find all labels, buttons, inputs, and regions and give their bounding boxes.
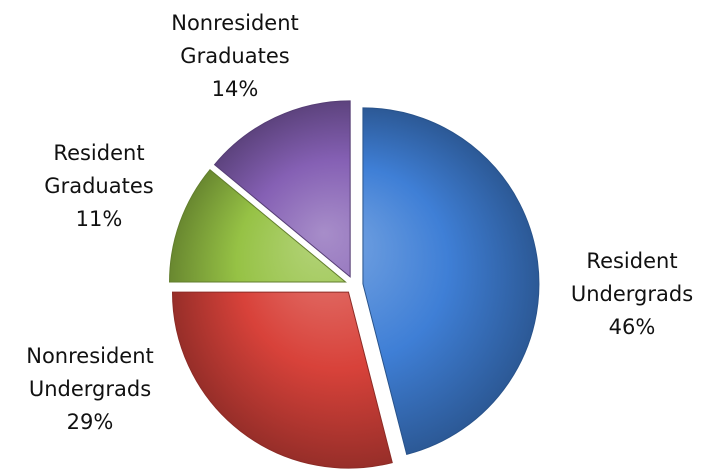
data-label-name-line: Graduates xyxy=(180,44,289,68)
data-label-name-line: Resident xyxy=(53,141,144,165)
data-label-nonresident-undergrads: Nonresident Undergrads 29% xyxy=(26,344,154,434)
pie-slice-resident-graduates xyxy=(169,169,347,283)
pie-slice-nonresident-graduates xyxy=(213,100,351,278)
data-label-nonresident-graduates: Nonresident Graduates 14% xyxy=(171,11,299,101)
data-label-value: 46% xyxy=(609,315,656,339)
data-label-resident-undergrads: Resident Undergrads 46% xyxy=(571,249,693,339)
data-label-name-line: Nonresident xyxy=(171,11,299,35)
pie-slice-resident-undergrads xyxy=(362,107,540,455)
data-label-resident-graduates: Resident Graduates 11% xyxy=(44,141,153,231)
data-label-value: 29% xyxy=(67,410,114,434)
data-label-name-line: Graduates xyxy=(44,174,153,198)
pie-slices xyxy=(169,100,540,469)
data-label-name-line: Undergrads xyxy=(29,377,151,401)
pie-data-labels: Resident Undergrads 46% Nonresident Undergra… xyxy=(26,11,693,434)
data-label-name-line: Resident xyxy=(586,249,677,273)
data-label-value: 14% xyxy=(212,77,259,101)
pie-slice-nonresident-undergrads xyxy=(171,291,393,469)
data-label-name-line: Undergrads xyxy=(571,282,693,306)
data-label-name-line: Nonresident xyxy=(26,344,154,368)
data-label-value: 11% xyxy=(76,207,123,231)
